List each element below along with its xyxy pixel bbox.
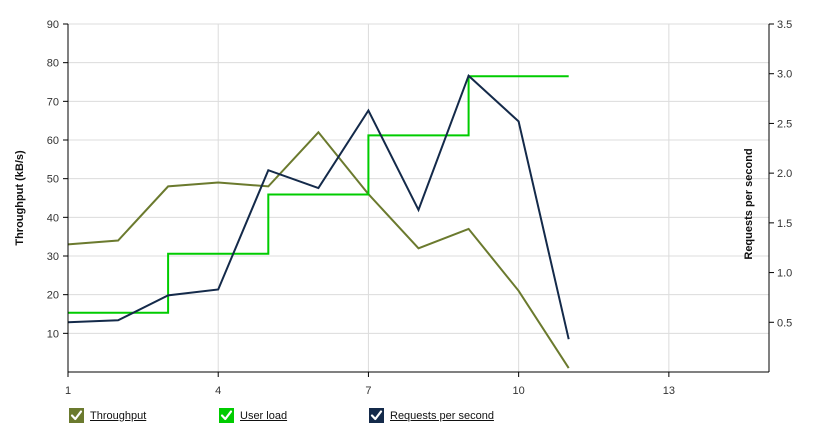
- y-left-tick-label: 70: [47, 96, 59, 108]
- y-left-tick-label: 20: [47, 290, 59, 302]
- y-right-tick-label: 1.0: [777, 268, 792, 280]
- legend-label-requests-per-second[interactable]: Requests per second: [390, 409, 494, 422]
- grid: [68, 23, 769, 372]
- x-tick-label: 10: [513, 385, 525, 397]
- y-left-tick-label: 90: [47, 19, 59, 31]
- y-left-tick-label: 40: [47, 212, 59, 224]
- tick-labels: 10 20 30 40 50 60 70 80 90 0.5 1.0 1.5 2.0 2.5 3.0 3.5 1…: [47, 19, 793, 397]
- checkbox-icon[interactable]: [369, 408, 384, 423]
- plot-area: [68, 24, 769, 372]
- legend-label-user-load[interactable]: User load: [240, 409, 288, 422]
- y-left-tick-label: 80: [47, 58, 59, 70]
- y-right-tick-label: 2.0: [777, 168, 792, 180]
- axes: [63, 23, 774, 377]
- y-left-tick-label: 10: [47, 328, 59, 340]
- series-line-user-load: [68, 75, 569, 314]
- y-right-tick-label: 0.5: [777, 317, 792, 329]
- legend: Throughput User load Requests per second: [0, 408, 815, 432]
- y-right-axis-title: Requests per second: [743, 148, 755, 259]
- x-tick-label: 7: [365, 385, 371, 397]
- y-right-tick-label: 1.5: [777, 218, 792, 230]
- series-line-requests-per-second: [67, 73, 570, 340]
- checkbox-icon[interactable]: [69, 408, 84, 423]
- chart: 10 20 30 40 50 60 70 80 90 0.5 1.0 1.5 2.0 2.5 3.0 3.5 1…: [14, 19, 793, 397]
- series-layer: [67, 73, 570, 369]
- x-tick-label: 13: [663, 385, 675, 397]
- x-tick-label: 1: [65, 385, 71, 397]
- series-line-throughput: [67, 130, 570, 369]
- y-right-tick-label: 3.0: [777, 69, 792, 81]
- y-left-tick-label: 60: [47, 135, 59, 147]
- y-left-axis-title: Throughput (kB/s): [14, 150, 26, 246]
- y-left-tick-label: 30: [47, 251, 59, 263]
- legend-item-requests-per-second[interactable]: Requests per second: [369, 408, 494, 423]
- legend-item-user-load[interactable]: User load: [219, 408, 287, 423]
- legend-label-throughput[interactable]: Throughput: [90, 409, 147, 422]
- y-right-tick-label: 3.5: [777, 19, 792, 31]
- y-right-tick-label: 2.5: [777, 118, 792, 130]
- legend-item-throughput[interactable]: Throughput: [69, 408, 146, 423]
- x-tick-label: 4: [215, 385, 221, 397]
- checkbox-icon[interactable]: [219, 408, 234, 423]
- y-left-tick-label: 50: [47, 174, 59, 186]
